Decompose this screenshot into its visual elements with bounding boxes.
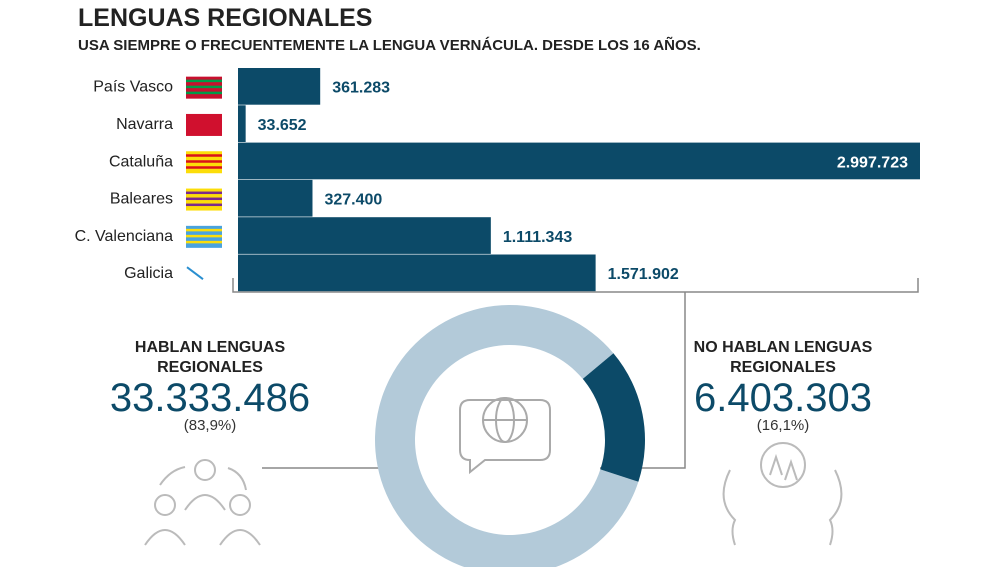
value-label: 6.403.303 [694, 376, 872, 420]
donut-slice [375, 305, 639, 567]
bar [238, 105, 246, 142]
bar [238, 142, 920, 180]
category-label: País Vasco [93, 79, 173, 96]
flag-icon [186, 160, 222, 163]
flag-icon [186, 197, 222, 201]
chart-title: LENGUAS REGIONALES [78, 4, 373, 32]
bar [238, 254, 596, 292]
flag-icon [186, 116, 222, 120]
flag-icon [186, 166, 222, 169]
percentage-label: (16,1%) [756, 417, 810, 434]
flag-icon [186, 154, 222, 157]
category-label: Navarra [116, 116, 173, 133]
flag-icon [186, 228, 222, 232]
category-label: Cataluña [109, 153, 173, 170]
globe-icon [459, 397, 551, 475]
donut-slice [582, 353, 646, 482]
category-label: NO HABLAN LENGUAS REGIONALES [693, 339, 873, 376]
flag-icon [186, 122, 222, 126]
bracket [232, 278, 919, 293]
chart-subtitle: USA SIEMPRE O FRECUENTEMENTE LA LENGUA V… [78, 37, 701, 54]
people-icon [144, 459, 261, 546]
value-label: 1.111.343 [503, 229, 573, 246]
value-label: 2.997.723 [837, 154, 908, 171]
value-label: 33.652 [258, 117, 307, 134]
flag-icon [186, 91, 222, 95]
flag-icon [186, 234, 222, 238]
value-label: 33.333.486 [109, 376, 311, 420]
bar [238, 217, 491, 254]
flag-icon [186, 85, 222, 89]
value-label: 361.283 [332, 80, 390, 97]
category-label: Galicia [124, 265, 173, 282]
faces-icon [722, 442, 843, 546]
category-label: HABLAN LENGUAS REGIONALES [134, 339, 286, 376]
bubble [459, 399, 551, 475]
flag-icon [186, 266, 204, 280]
flag-icon [186, 240, 222, 244]
flag-icon [186, 191, 222, 195]
value-label: 327.400 [324, 192, 382, 209]
bar [238, 179, 313, 217]
percentage-label: (83,9%) [183, 417, 237, 434]
flag-icon [186, 128, 222, 132]
bar [238, 68, 321, 105]
flag-icon [186, 203, 222, 207]
category-label: C. Valenciana [75, 228, 174, 245]
flag-icon [186, 79, 222, 83]
value-label: 1.571.902 [608, 266, 679, 283]
category-label: Baleares [110, 191, 173, 208]
